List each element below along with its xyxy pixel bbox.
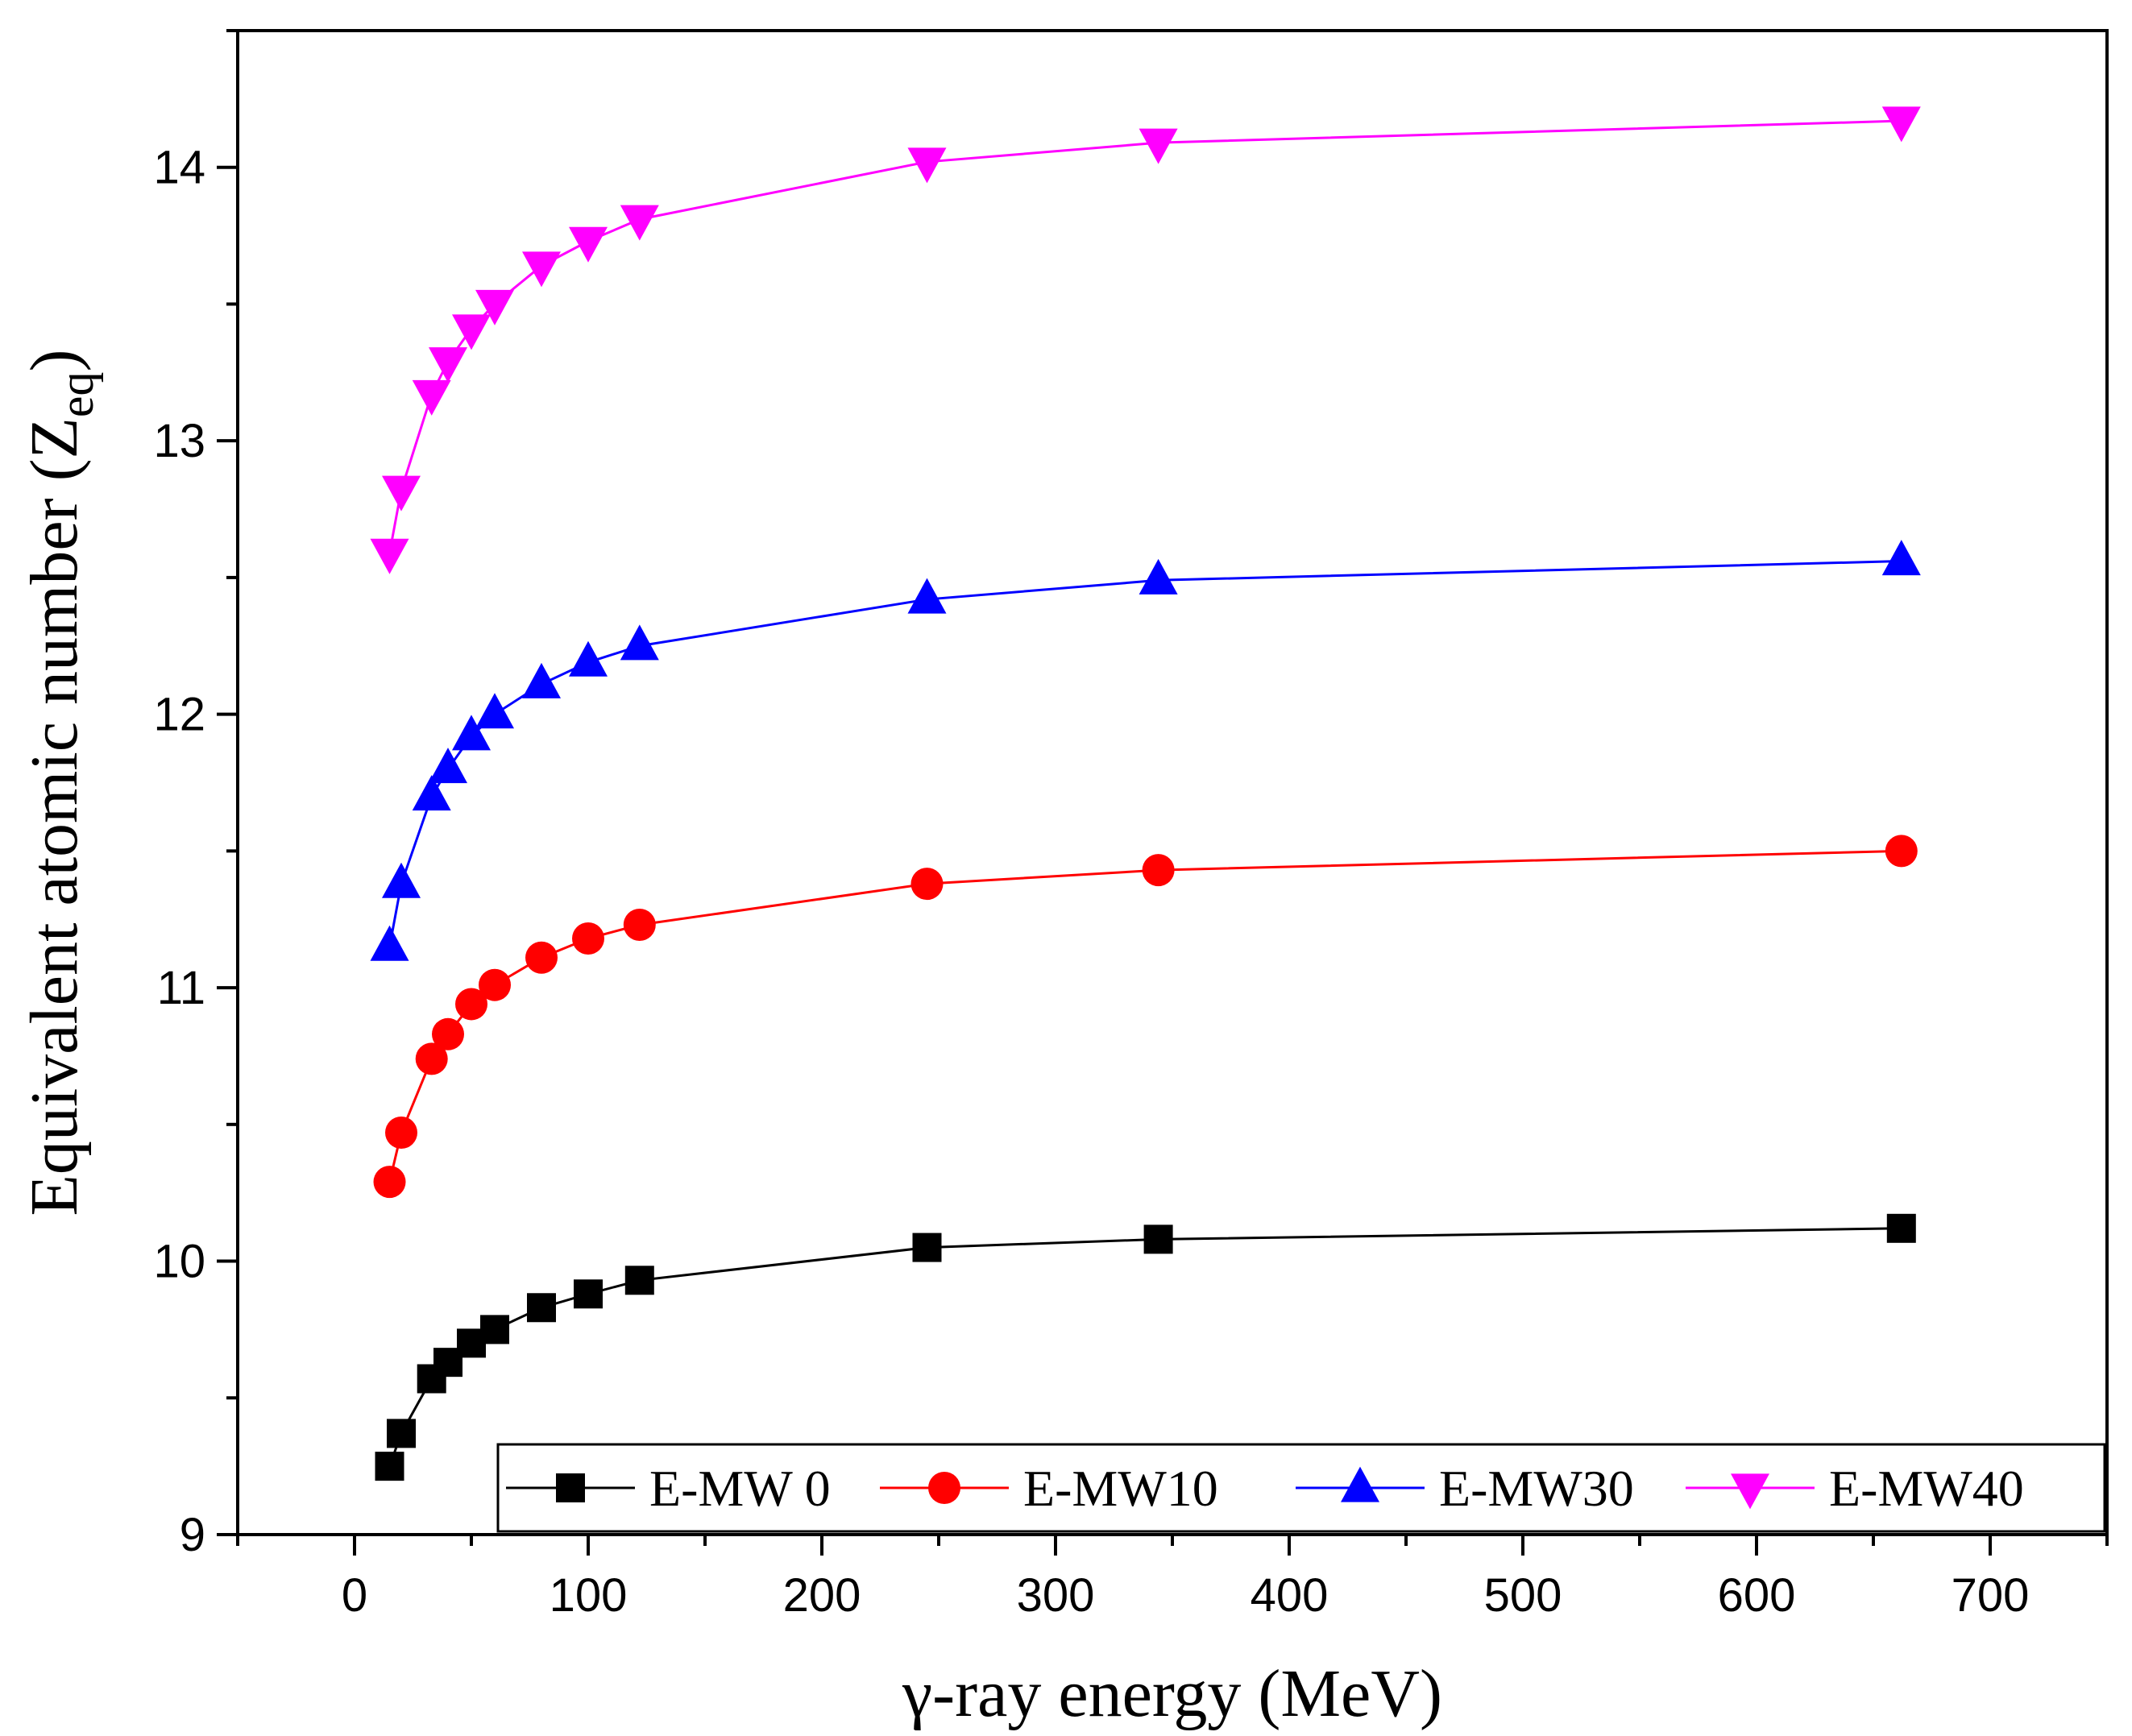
- legend-item: E-MW30: [1296, 1460, 1634, 1517]
- y-tick-label: 12: [153, 689, 205, 741]
- data-point: [527, 1293, 556, 1323]
- data-point: [432, 1017, 464, 1050]
- data-point: [382, 862, 421, 898]
- data-point: [525, 941, 558, 974]
- data-point: [452, 715, 491, 751]
- data-point: [574, 1279, 603, 1309]
- series-line: [388, 560, 1902, 947]
- x-tick-label: 100: [550, 1569, 628, 1622]
- y-axis-title-main: Equivalent atomic number (Z: [17, 417, 92, 1216]
- data-point: [480, 1315, 509, 1344]
- data-point: [373, 1166, 406, 1199]
- x-tick-label: 500: [1484, 1569, 1562, 1622]
- legend-marker: [928, 1472, 960, 1504]
- series-e-mw0: [375, 1213, 1916, 1481]
- data-point: [623, 909, 656, 942]
- y-axis: 9 10 11 12 13 14: [153, 29, 238, 1561]
- y-axis-title-subscript: eq: [50, 371, 103, 417]
- data-point: [569, 640, 608, 677]
- data-point: [907, 147, 947, 184]
- x-tick-label: 0: [342, 1569, 367, 1622]
- data-point: [455, 988, 487, 1021]
- data-point: [624, 1266, 654, 1295]
- data-point: [475, 693, 514, 729]
- data-point: [912, 1233, 942, 1262]
- y-tick-label: 13: [153, 415, 205, 467]
- data-point: [479, 968, 511, 1001]
- x-axis-title: γ-ray energy (MeV): [902, 1656, 1442, 1731]
- y-tick-label: 14: [153, 142, 205, 194]
- data-point: [387, 1419, 416, 1448]
- x-tick-label: 200: [783, 1569, 861, 1622]
- data-point: [1139, 558, 1178, 595]
- legend-label: E-MW30: [1439, 1460, 1634, 1517]
- data-point: [1885, 835, 1918, 868]
- x-tick-label: 600: [1718, 1569, 1796, 1622]
- legend-item: E-MW10: [880, 1460, 1218, 1517]
- data-point: [620, 205, 659, 241]
- legend-marker: [1731, 1473, 1769, 1510]
- data-point: [1886, 1213, 1916, 1243]
- y-axis-title: Equivalent atomic number (Zeq): [17, 350, 103, 1216]
- data-point: [907, 578, 947, 614]
- x-tick-label: 400: [1251, 1569, 1329, 1622]
- data-point: [1143, 1224, 1173, 1254]
- data-point: [569, 226, 608, 263]
- legend-label: E-MW10: [1023, 1460, 1218, 1517]
- data-point: [910, 868, 944, 901]
- x-tick-label: 700: [1952, 1569, 2030, 1622]
- data-point: [370, 925, 409, 961]
- x-axis: 0 100 200 300 400 500 600 700: [236, 1535, 2109, 1622]
- series-line: [388, 119, 1902, 553]
- data-point: [375, 1452, 404, 1481]
- legend-item: E-MW40: [1686, 1460, 2024, 1517]
- series-e-mw10: [373, 835, 1918, 1199]
- legend-label: E-MW 0: [649, 1460, 831, 1517]
- data-point: [429, 748, 467, 784]
- x-tick-label: 300: [1017, 1569, 1095, 1622]
- legend-marker: [1341, 1466, 1379, 1502]
- data-point: [452, 314, 491, 350]
- y-axis-title-close: ): [17, 350, 92, 372]
- series-e-mw30: [370, 540, 1921, 961]
- data-point: [385, 1117, 417, 1150]
- legend-marker: [556, 1473, 585, 1502]
- data-point: [415, 1042, 448, 1075]
- data-point: [1142, 854, 1175, 887]
- data-point: [1881, 106, 1921, 143]
- data-point: [620, 624, 659, 661]
- series-line: [388, 849, 1902, 1183]
- series-layer: [370, 106, 1921, 1481]
- data-point: [412, 379, 451, 416]
- y-tick-label: 9: [180, 1509, 205, 1561]
- data-point: [475, 289, 514, 325]
- data-point: [572, 922, 604, 955]
- plot-border: [236, 29, 2109, 1536]
- data-point: [522, 662, 561, 698]
- y-tick-label: 11: [157, 962, 205, 1014]
- data-point: [1139, 128, 1178, 164]
- data-point: [412, 775, 451, 811]
- legend-item: E-MW 0: [506, 1460, 831, 1517]
- data-point: [1881, 540, 1921, 576]
- y-tick-label: 10: [153, 1236, 205, 1288]
- legend: E-MW 0 E-MW10 E-MW30 E-MW40: [496, 1443, 2106, 1533]
- series-line: [388, 1227, 1902, 1467]
- data-point: [522, 251, 561, 288]
- plot-frame: [236, 29, 2109, 1536]
- legend-label: E-MW40: [1829, 1460, 2024, 1517]
- data-point: [429, 347, 467, 383]
- data-point: [382, 475, 421, 512]
- data-point: [370, 538, 409, 574]
- series-e-mw40: [370, 106, 1921, 574]
